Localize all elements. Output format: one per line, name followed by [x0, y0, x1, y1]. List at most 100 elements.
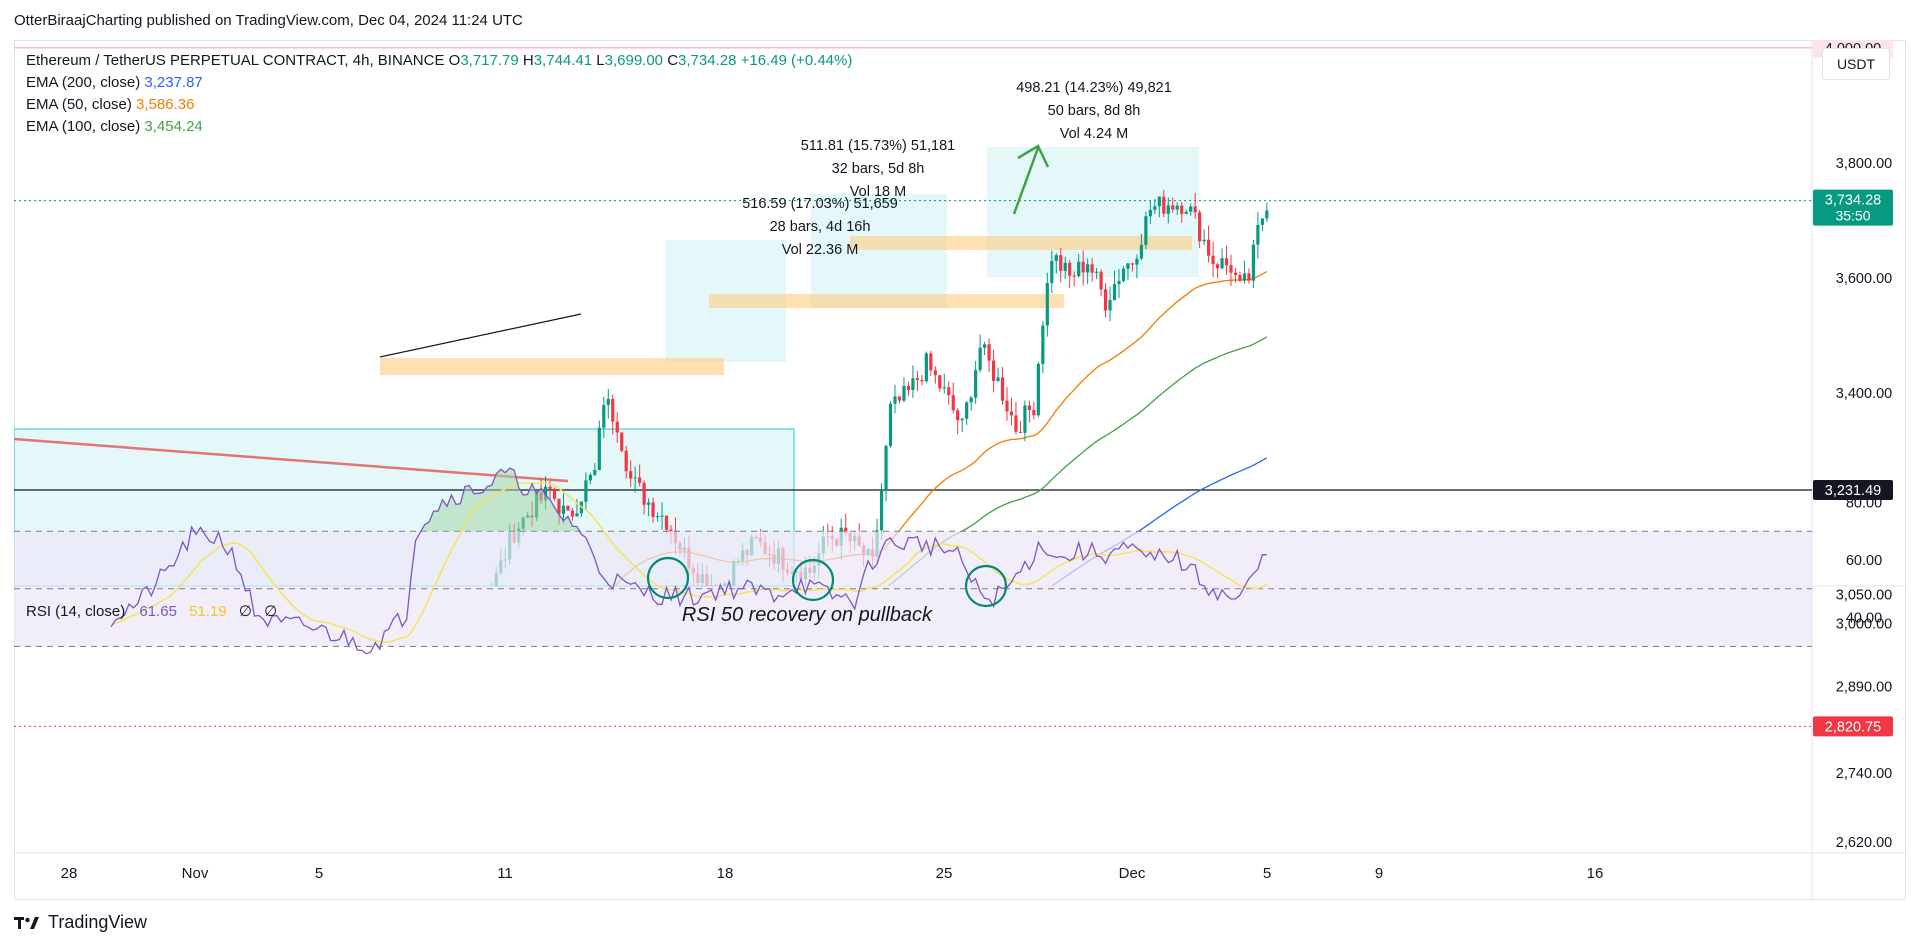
candle-body	[938, 375, 942, 389]
candle-body	[933, 370, 937, 376]
candle-body	[1265, 210, 1269, 219]
footer-brand-text: TradingView	[48, 912, 148, 932]
price-tick-label: 2,620.00	[1836, 835, 1892, 851]
currency-button[interactable]: USDT	[1822, 48, 1890, 80]
measure-label: 32 bars, 5d 8h	[832, 161, 925, 177]
rsi-recovery-circle	[646, 556, 690, 600]
price-tag-label: 3,231.49	[1825, 483, 1881, 499]
candle-body	[924, 353, 928, 382]
price-pane[interactable]: 498.21 (14.23%) 49,821 50 bars, 8d 8h Vol …	[14, 40, 1812, 900]
measure-label: 50 bars, 8d 8h	[1048, 103, 1141, 119]
candle-body	[983, 344, 987, 348]
candle-body	[1135, 258, 1139, 265]
candle-body	[1063, 262, 1067, 271]
measure-label: Vol 22.36 M	[782, 242, 859, 258]
candle-body	[199, 813, 202, 814]
candle-body	[844, 527, 848, 534]
candle-body	[441, 696, 444, 715]
candle-body	[1090, 264, 1094, 273]
candle-body	[1148, 209, 1152, 217]
candle-body	[956, 410, 960, 421]
rsi-extra-1: ∅	[238, 603, 252, 620]
measure-box-2	[811, 194, 947, 308]
candle-body	[602, 405, 606, 428]
candle-body	[606, 398, 610, 406]
candle-body	[414, 870, 417, 892]
candle-body	[915, 378, 919, 381]
candle-body	[1000, 377, 1005, 401]
symbol-title[interactable]: Ethereum / TetherUS PERPETUAL CONTRACT, …	[26, 52, 445, 69]
candle-body	[991, 360, 996, 381]
candle-body	[624, 450, 628, 472]
candle-body	[454, 670, 457, 677]
candle-body	[629, 471, 633, 479]
measure-label: 511.81 (15.73%) 51,181	[801, 138, 956, 154]
candle-body	[897, 396, 902, 401]
candle-body	[1211, 255, 1215, 265]
candle-body	[597, 427, 601, 470]
candle-body	[150, 873, 153, 875]
candle-body	[1215, 264, 1220, 269]
candle-body	[1086, 264, 1090, 273]
candle-body	[593, 469, 597, 475]
candle-body	[633, 477, 637, 479]
measure-label: 498.21 (14.23%) 49,821	[1016, 80, 1172, 96]
candle-body	[445, 684, 448, 695]
ema100-row[interactable]: EMA (100, close) 3,454.24	[26, 116, 852, 138]
candle-body	[557, 498, 561, 514]
candle-body	[548, 486, 552, 489]
candle-body	[181, 826, 184, 842]
ema50-label: EMA (50, close)	[26, 96, 132, 113]
candle-body	[271, 881, 274, 885]
candle-body	[172, 842, 175, 857]
rsi-legend[interactable]: RSI (14, close) 61.65 51.19 ∅ ∅	[26, 602, 277, 620]
candle-body	[1189, 206, 1193, 212]
ema100-value: 3,454.24	[144, 118, 203, 135]
candle-body	[1166, 205, 1170, 214]
candle-body	[911, 378, 915, 390]
ema100-label: EMA (100, close)	[26, 118, 141, 135]
candle-body	[888, 403, 893, 446]
candle-body	[1014, 415, 1018, 432]
ema200-row[interactable]: EMA (200, close) 3,237.87	[26, 72, 852, 94]
candle-body	[1233, 272, 1238, 276]
candle-body	[1126, 263, 1130, 269]
publisher-line: OtterBiraajCharting published on Trading…	[14, 12, 523, 29]
candle-body	[230, 814, 233, 838]
candle-body	[307, 893, 310, 900]
rsi-tick-label: 80.00	[1846, 495, 1882, 511]
candle-body	[1180, 205, 1184, 214]
candle-body	[1108, 300, 1112, 311]
price-tag-label: 2,820.75	[1825, 719, 1881, 735]
candle-body	[1229, 265, 1233, 273]
candle-body	[472, 648, 475, 650]
candle-body	[1184, 211, 1188, 214]
candle-body	[221, 819, 224, 820]
candle-body	[669, 529, 673, 532]
time-tick-label: 25	[936, 865, 953, 882]
footer-brand[interactable]: TradingView	[14, 912, 147, 933]
rsi-tick-label: 40.00	[1846, 611, 1882, 627]
candle-body	[262, 859, 265, 878]
candle-body	[584, 480, 588, 502]
target-arrow-shaft	[1012, 147, 1040, 215]
rsi-pane[interactable]: RSI 50 recovery on pullback	[14, 467, 1812, 655]
candle-body	[660, 515, 664, 517]
candle-body	[1032, 409, 1036, 416]
candle-body	[235, 838, 238, 839]
ema200-value: 3,237.87	[144, 74, 203, 91]
ema50-row[interactable]: EMA (50, close) 3,586.36	[26, 94, 852, 116]
chart-svg[interactable]: 498.21 (14.23%) 49,821 50 bars, 8d 8h Vol …	[14, 40, 1906, 900]
chart-frame[interactable]: 498.21 (14.23%) 49,821 50 bars, 8d 8h Vol …	[14, 40, 1906, 900]
time-tick-label: 28	[61, 865, 78, 882]
time-tick-label: Nov	[182, 865, 209, 882]
candle-body	[1045, 282, 1049, 326]
candle-body	[1130, 263, 1135, 265]
price-tag-countdown: 35:50	[1835, 208, 1870, 224]
price-tick-label: 3,600.00	[1836, 271, 1892, 287]
candle-body	[929, 353, 933, 371]
time-tick-label: 9	[1375, 865, 1383, 882]
candle-body	[575, 513, 579, 517]
high-value: 3,744.41	[533, 52, 593, 69]
candle-body	[1121, 268, 1126, 281]
